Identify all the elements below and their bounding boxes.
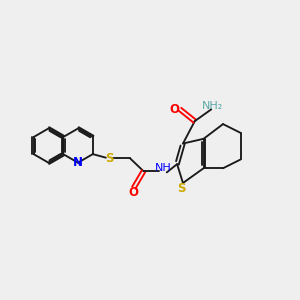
Text: O: O bbox=[129, 187, 139, 200]
Text: S: S bbox=[105, 152, 114, 165]
Text: S: S bbox=[177, 182, 186, 195]
Text: N: N bbox=[72, 156, 82, 169]
Text: NH: NH bbox=[155, 163, 172, 173]
Text: O: O bbox=[170, 103, 180, 116]
Text: NH₂: NH₂ bbox=[202, 101, 223, 111]
